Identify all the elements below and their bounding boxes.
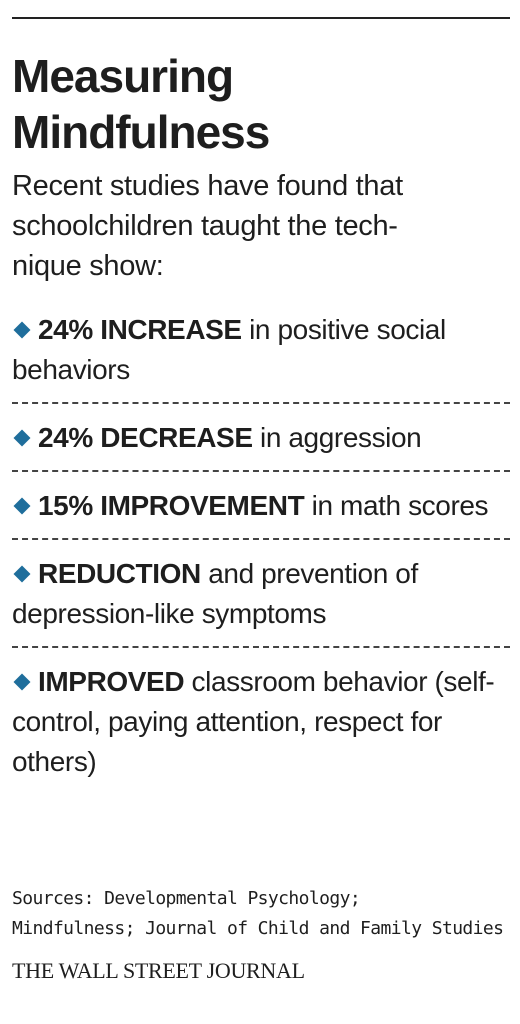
item-highlight: IMPROVED [38,666,185,697]
item: 24% INCREASE in positive social behavior… [12,306,510,402]
subtitle-line: schoolchildren taught the tech- [12,210,398,242]
source-line: Sources: Developmental Psychology; [12,888,361,909]
bullet-diamond [13,497,31,515]
title: Measuring Mindfulness [12,48,270,160]
title-line: Measuring [12,50,234,102]
item: 24% DECREASE in aggression [12,402,510,470]
publisher: THE WALL STREET JOURNAL [12,958,305,983]
item-list: 24% INCREASE in positive social behavior… [12,306,510,794]
bullet-diamond [13,321,31,339]
item-text: classroom behavior (self-control, paying… [12,666,495,777]
subtitle-line: Recent studies have found that [12,170,403,202]
item: IMPROVED classroom behavior (self-contro… [12,646,510,794]
subtitle-line: nique show: [12,250,164,282]
item-text: in positive social behaviors [12,314,446,385]
item-highlight: 24% INCREASE [38,314,242,345]
title-line: Mindfulness [12,106,270,158]
bullet-diamond [13,565,31,583]
item-highlight: 24% DECREASE [38,422,253,453]
item: REDUCTION and prevention of depression-l… [12,538,510,646]
item-highlight: REDUCTION [38,558,201,589]
source-line: Mindfulness; Journal of Child and Family… [12,918,504,939]
item-text: in math scores [311,490,489,521]
item-text: in aggression [260,422,422,453]
top-rule [12,17,510,19]
item: 15% IMPROVEMENT in math scores [12,470,510,538]
bullet-diamond [13,429,31,447]
bullet-diamond [13,673,31,691]
item-text: and prevention of depression-like sympto… [12,558,418,629]
sources: Sources: Developmental Psychology; Mindfu… [12,884,504,944]
subtitle: Recent studies have found that schoolchil… [12,166,403,286]
item-highlight: 15% IMPROVEMENT [38,490,305,521]
infographic: Measuring Mindfulness Recent studies have… [12,0,510,1024]
